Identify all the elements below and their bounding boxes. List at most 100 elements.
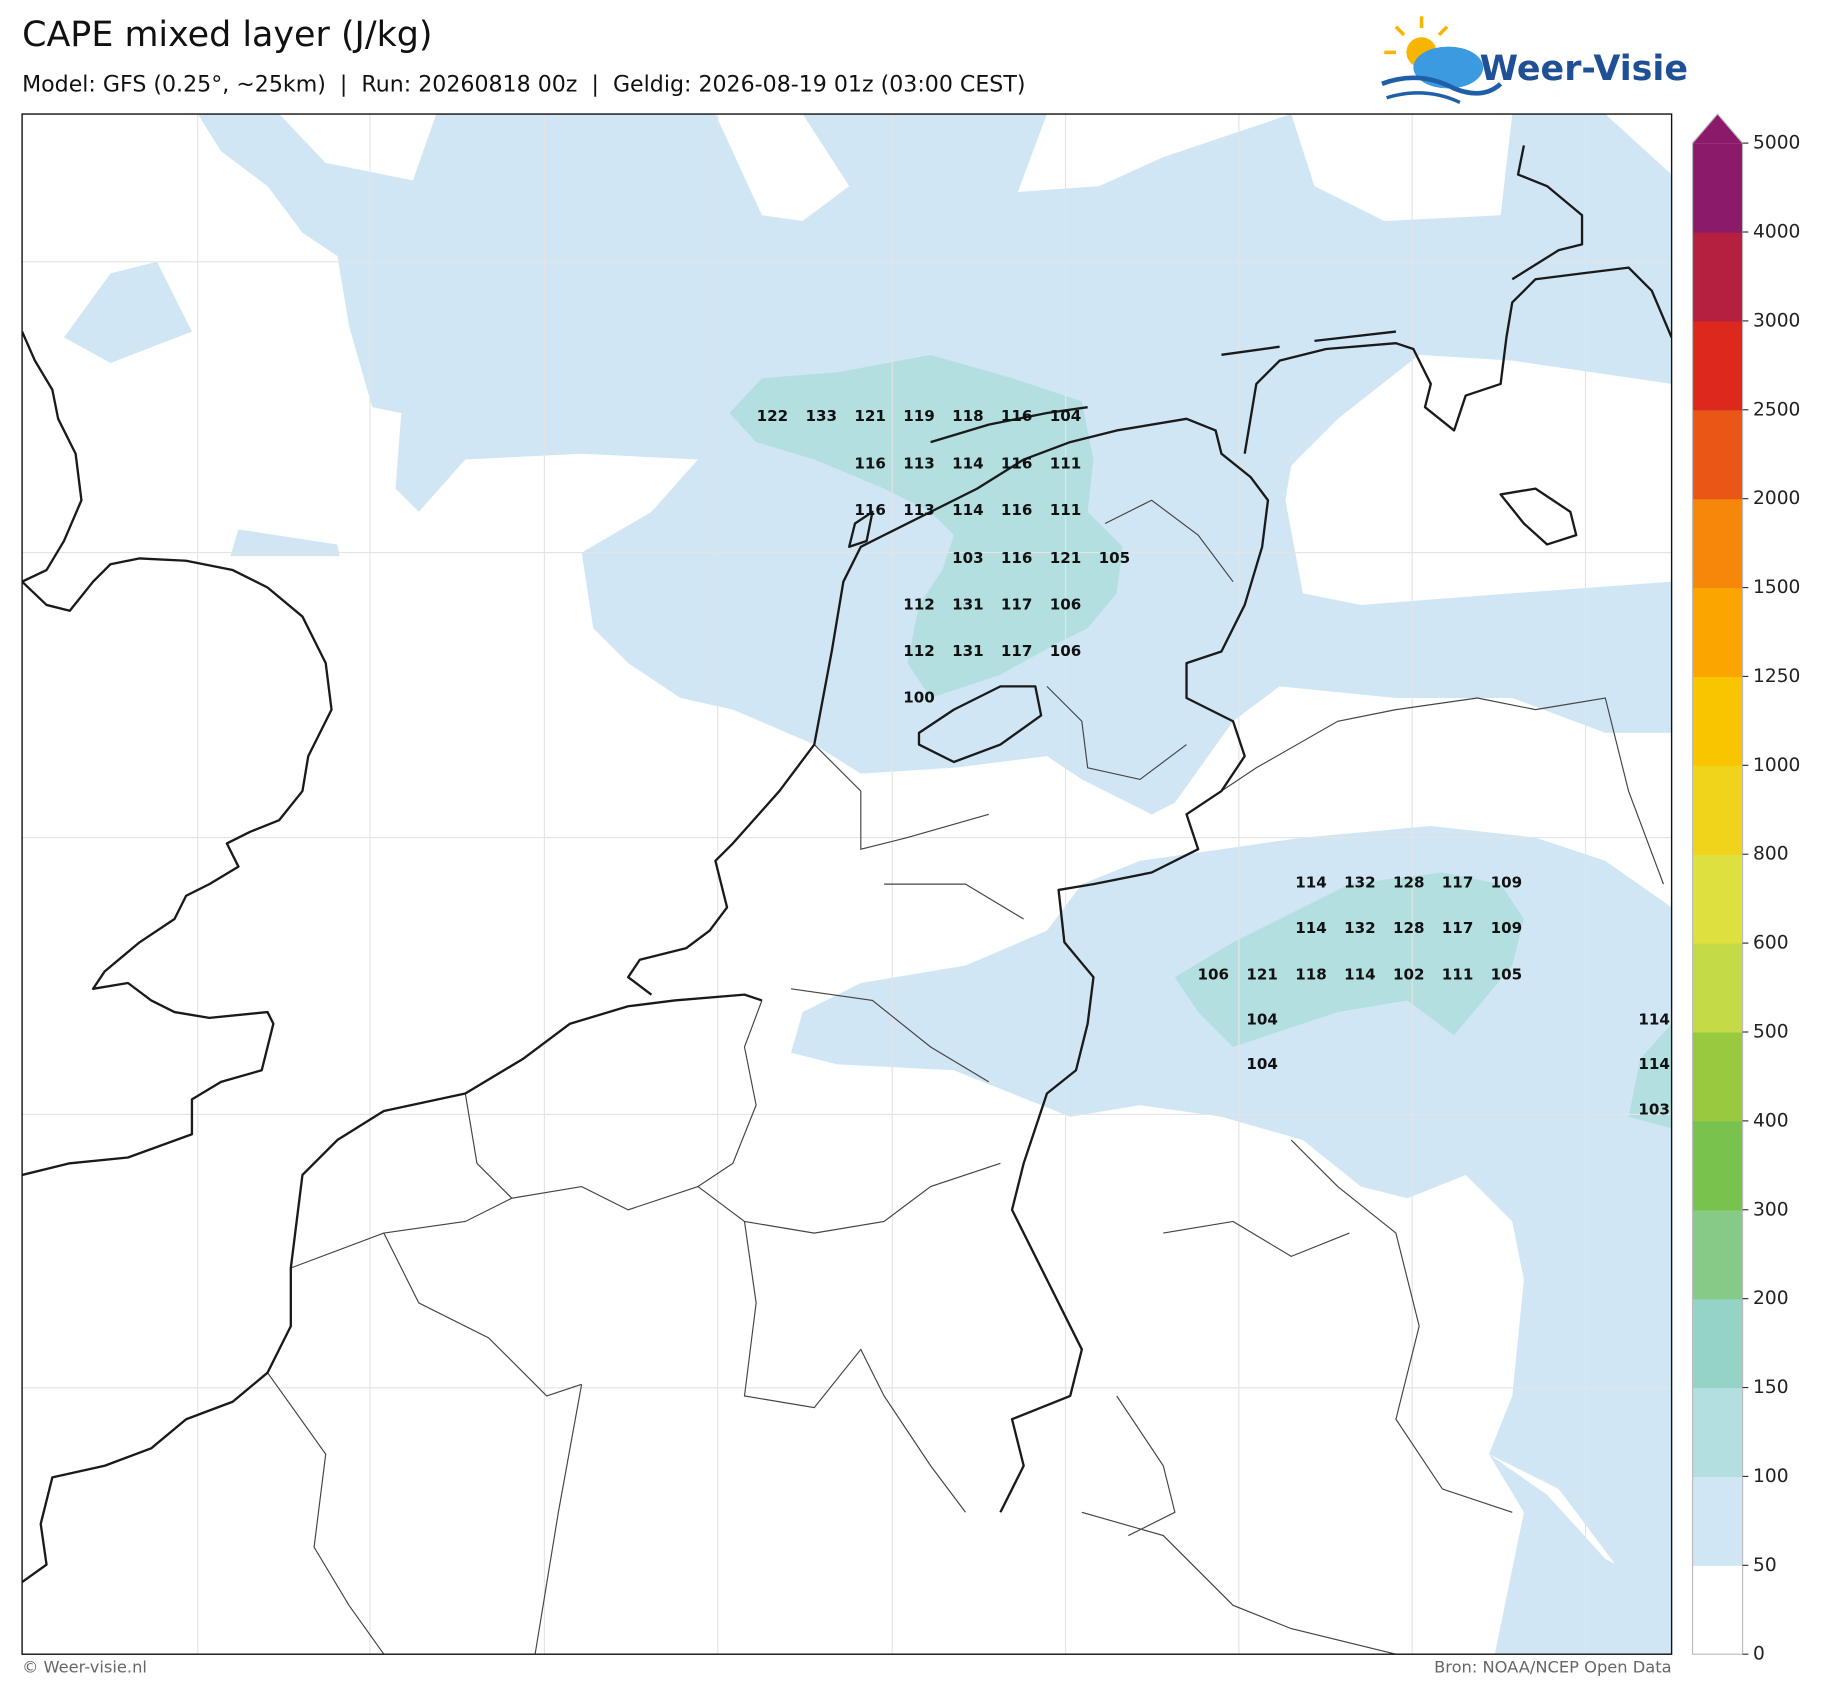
colorbar-tick-label: 200 — [1753, 1288, 1789, 1309]
value-label: 132 — [1344, 919, 1376, 937]
color-band — [1692, 1031, 1743, 1122]
value-label: 106 — [1050, 642, 1082, 660]
map-frame — [21, 113, 1673, 1655]
color-band — [1692, 765, 1743, 855]
value-label: 117 — [1001, 595, 1033, 613]
value-label: 128 — [1393, 873, 1425, 891]
value-label: 104 — [1050, 407, 1082, 425]
value-label: 121 — [1050, 549, 1082, 567]
logo-text: Weer-Visie — [1480, 49, 1688, 89]
value-label: 117 — [1442, 873, 1474, 891]
title: CAPE mixed layer (J/kg) — [22, 15, 432, 55]
value-label: 131 — [952, 595, 984, 613]
borders — [267, 499, 1665, 1655]
value-label: 103 — [1638, 1100, 1670, 1118]
colorbar-tick-label: 2500 — [1753, 399, 1800, 420]
value-label: 105 — [1099, 549, 1131, 567]
value-label: 114 — [952, 501, 984, 519]
colorbar: 0 50 100 150 200 300 400 500 600 800 1000 1250 1500 2… — [1691, 113, 1800, 1665]
value-label: 116 — [854, 501, 886, 519]
colorbar-tick-label: 400 — [1753, 1110, 1789, 1131]
over-arrow — [1692, 114, 1743, 144]
grid — [22, 114, 1672, 1655]
value-label: 114 — [952, 455, 984, 473]
colorbar-tick-label: 600 — [1753, 933, 1789, 954]
colorbar-tick-label: 800 — [1753, 844, 1789, 865]
value-label: 106 — [1198, 965, 1230, 983]
color-band — [1692, 498, 1743, 589]
value-label: 114 — [1344, 965, 1376, 983]
value-label: 113 — [903, 501, 935, 519]
coastlines — [22, 145, 1672, 1584]
colorbar-tick-label: 1500 — [1753, 577, 1800, 598]
value-label: 116 — [1001, 407, 1033, 425]
value-label: 111 — [1050, 501, 1082, 519]
colorbar-tick-label: 3000 — [1753, 310, 1800, 331]
color-band — [1692, 1298, 1743, 1389]
colorbar-tick-label: 1000 — [1753, 755, 1800, 776]
value-label: 131 — [952, 642, 984, 660]
value-label: 100 — [903, 689, 935, 707]
value-label: 119 — [903, 407, 935, 425]
value-label: 132 — [1344, 873, 1376, 891]
colorbar-tick-label: 100 — [1753, 1466, 1789, 1487]
value-label: 114 — [1638, 1011, 1670, 1029]
colorbar-tick-label: 150 — [1753, 1377, 1789, 1398]
value-label: 109 — [1491, 919, 1523, 937]
value-label: 117 — [1001, 642, 1033, 660]
value-label: 104 — [1246, 1011, 1278, 1029]
colorbar-tick-label: 50 — [1753, 1555, 1777, 1576]
color-band — [1692, 143, 1743, 233]
value-label: 111 — [1442, 965, 1474, 983]
value-label: 122 — [757, 407, 789, 425]
value-label: 109 — [1491, 873, 1523, 891]
value-label: 118 — [1295, 965, 1327, 983]
value-label: 105 — [1491, 965, 1523, 983]
color-band — [1692, 1209, 1743, 1300]
value-label: 111 — [1050, 455, 1082, 473]
colorbar-outline — [1691, 113, 1744, 1655]
value-label: 121 — [1246, 965, 1278, 983]
value-label: 102 — [1393, 965, 1425, 983]
value-label: 114 — [1638, 1055, 1670, 1073]
value-label: 117 — [1442, 919, 1474, 937]
logo: Weer-Visie — [1381, 16, 1688, 104]
colorbar-tick-label: 4000 — [1753, 222, 1800, 243]
colorbar-tick-label: 5000 — [1753, 133, 1800, 154]
color-band — [1692, 409, 1743, 500]
color-band — [1692, 587, 1743, 678]
source: Bron: NOAA/NCEP Open Data — [1434, 1658, 1672, 1677]
color-band — [1692, 320, 1743, 411]
color-band — [1692, 1387, 1743, 1478]
colorbar-tick-label: 2000 — [1753, 488, 1800, 509]
color-band — [1692, 854, 1743, 944]
cape-area-high — [729, 354, 1672, 1129]
color-band — [1692, 1476, 1743, 1566]
subtitle: Model: GFS (0.25°, ~25km) | Run: 2026081… — [22, 71, 1025, 97]
color-band — [1692, 1120, 1743, 1211]
value-label: 116 — [1001, 455, 1033, 473]
colorbar-tick-label: 1250 — [1753, 666, 1800, 687]
value-labels: 122 133 121 119 118 116 104 116 113 114 116 111 116 1… — [757, 407, 1670, 1118]
value-label: 133 — [805, 407, 837, 425]
value-label: 104 — [1246, 1055, 1278, 1073]
credit: © Weer-visie.nl — [22, 1658, 147, 1677]
value-label: 121 — [854, 407, 886, 425]
value-label: 116 — [854, 455, 886, 473]
value-label: 128 — [1393, 919, 1425, 937]
value-label: 113 — [903, 455, 935, 473]
map: 122 133 121 119 118 116 104 116 113 114 116 111 116 1… — [22, 114, 1672, 1655]
value-label: 112 — [903, 642, 935, 660]
value-label: 114 — [1295, 919, 1327, 937]
value-label: 106 — [1050, 595, 1082, 613]
color-band — [1692, 1565, 1743, 1655]
color-band — [1692, 943, 1743, 1033]
colorbar-tick-label: 0 — [1753, 1644, 1765, 1665]
colorbar-tick-label: 500 — [1753, 1021, 1789, 1042]
color-band — [1692, 676, 1743, 766]
value-label: 103 — [952, 549, 984, 567]
colorbar-tick-label: 300 — [1753, 1199, 1789, 1220]
value-label: 114 — [1295, 873, 1327, 891]
value-label: 116 — [1001, 549, 1033, 567]
